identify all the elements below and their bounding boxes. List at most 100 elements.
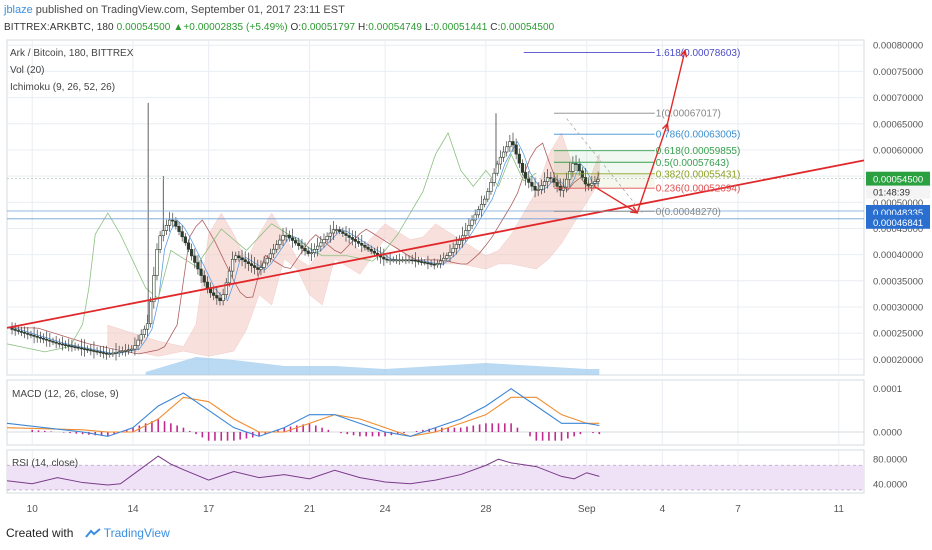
candle-down: [363, 245, 367, 248]
candle-down: [303, 248, 307, 252]
candle-down: [524, 172, 528, 179]
candle-up: [136, 339, 140, 346]
tenkan-line: [7, 140, 600, 355]
rsi-pane[interactable]: [6, 455, 864, 491]
candle-down: [23, 332, 27, 334]
candle-down: [212, 292, 216, 296]
candle-down: [64, 344, 68, 346]
author-link[interactable]: jblaze: [4, 4, 33, 16]
pane-frame: [6, 379, 865, 446]
price-tick-label: 0.00075000: [873, 67, 923, 78]
fib-level-label: 1(0.00067017): [656, 109, 721, 120]
candle-down: [549, 177, 553, 179]
candle-down: [104, 352, 109, 355]
candle-down: [98, 351, 102, 354]
volume-legend[interactable]: Vol (20): [10, 65, 45, 76]
candle-down: [35, 336, 39, 338]
kijun-line: [7, 142, 600, 355]
candle-down: [577, 164, 581, 172]
rsi-legend[interactable]: RSI (14, close): [12, 458, 79, 469]
last-price: 0.00054500: [116, 22, 171, 33]
macd-pane[interactable]: [6, 387, 864, 441]
candle-down: [79, 347, 83, 350]
candle-up: [445, 255, 449, 259]
candle-down: [208, 288, 213, 294]
candle-up: [479, 204, 484, 210]
candle-down: [429, 263, 433, 265]
candle-up: [391, 259, 395, 262]
tradingview-brand[interactable]: TradingView: [103, 526, 170, 540]
candle-down: [410, 259, 414, 262]
candle-up: [268, 253, 273, 259]
candle-up: [167, 219, 172, 226]
candle-down: [533, 186, 537, 191]
time-tick-label: 7: [735, 504, 741, 515]
candle-down: [41, 337, 46, 340]
trendline: [6, 159, 865, 329]
candle-down: [413, 259, 417, 262]
candle-down: [86, 348, 90, 351]
candle-up: [319, 242, 323, 247]
candle-down: [353, 239, 358, 242]
time-tick-label: 24: [380, 504, 392, 515]
candle-down: [48, 339, 52, 342]
time-axis[interactable]: 10 14 17 21 24 28 Sep 4 7 11: [27, 504, 845, 515]
candle-down: [256, 267, 260, 270]
candle-up: [111, 352, 115, 355]
candle-up: [278, 239, 282, 245]
macd-legend[interactable]: MACD (12, 26, close, 9): [12, 389, 119, 400]
tradingview-cloud-icon: [84, 528, 101, 538]
candle-up: [284, 234, 288, 237]
candle-down: [290, 237, 295, 241]
rsi-band: [7, 465, 864, 490]
candle-up: [334, 229, 339, 231]
candle-up: [536, 189, 540, 191]
change-arrow-icon: ▲: [173, 22, 184, 33]
candle-down: [357, 241, 361, 244]
price-tick-label: 0.00025000: [873, 329, 923, 340]
ichimoku-cloud: [107, 132, 600, 357]
candle-down: [306, 250, 310, 254]
candle-down: [67, 344, 71, 347]
candle-up: [139, 334, 143, 341]
candle-up: [117, 351, 121, 354]
candle-down: [360, 243, 364, 246]
high-label: H:: [358, 22, 369, 33]
footer: Created with TradingView: [6, 526, 170, 540]
ichimoku-legend[interactable]: Ichimoku (9, 26, 52, 26): [10, 82, 116, 93]
publish-line: jblaze published on TradingView.com, Sep…: [4, 4, 345, 16]
price-pane[interactable]: [6, 102, 865, 375]
candle-up: [164, 224, 169, 231]
main-legend[interactable]: Ark / Bitcoin, 180, BITTREX: [10, 48, 134, 59]
candle-up: [454, 244, 458, 249]
candle-up: [467, 224, 471, 231]
candle-up: [224, 282, 228, 295]
candle-down: [420, 261, 424, 263]
candle-up: [596, 179, 600, 182]
price-axis[interactable]: 0.00080000 0.00075000 0.00070000 0.00065000…: [866, 41, 930, 491]
candle-down: [60, 343, 65, 346]
candle-up: [325, 235, 329, 240]
candle-up: [316, 245, 320, 250]
candle-down: [583, 177, 588, 185]
candle-up: [123, 350, 128, 352]
candle-down: [202, 275, 206, 283]
candle-up: [271, 248, 276, 255]
candle-up: [442, 257, 446, 262]
candle-up: [464, 230, 468, 237]
fibonacci-retracement[interactable]: 1.618(0.00078603) 1(0.00067017) 0.786(0.00…: [523, 48, 741, 218]
candle-down: [341, 231, 345, 234]
close-label: C:: [490, 22, 501, 33]
candle-down: [517, 153, 521, 164]
rsi-line: [6, 455, 600, 486]
candle-down: [193, 255, 197, 263]
time-tick-label: 14: [127, 504, 139, 515]
fib-zone: [553, 173, 655, 189]
low-value: 0.00051441: [433, 22, 488, 33]
candle-down: [587, 183, 591, 186]
projection-arrow: [636, 123, 669, 213]
candle-down: [82, 348, 87, 350]
candle-up: [483, 198, 487, 205]
candle-up: [120, 350, 124, 353]
